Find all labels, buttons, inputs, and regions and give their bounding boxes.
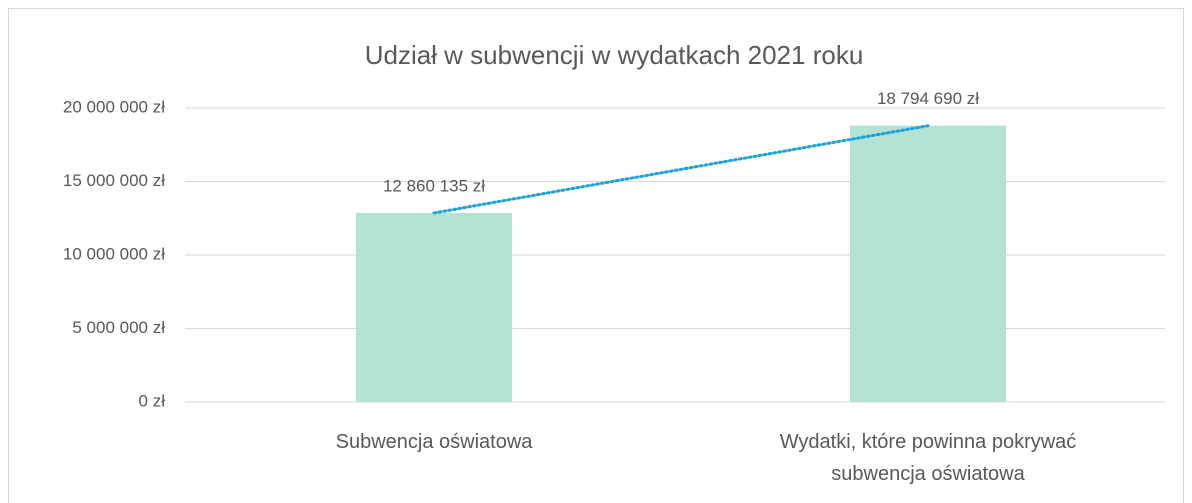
chart-border xyxy=(8,8,1184,503)
trend-line xyxy=(432,124,930,215)
y-tick-label: 0 zł xyxy=(139,391,166,410)
y-tick-label: 5 000 000 zł xyxy=(72,318,165,337)
y-tick-label: 15 000 000 zł xyxy=(63,171,165,190)
data-label: 18 794 690 zł xyxy=(877,89,979,108)
x-tick-label: Wydatki, które powinna pokrywać subwencj… xyxy=(779,431,1077,485)
y-tick-label: 10 000 000 zł xyxy=(63,244,165,263)
data-label: 12 860 135 zł xyxy=(383,176,485,195)
bar xyxy=(850,125,1006,403)
x-tick-label: Subwencja oświatowa xyxy=(335,431,533,453)
bar xyxy=(356,212,512,402)
y-tick-label: 20 000 000 zł xyxy=(63,97,165,116)
chart-title: Udział w subwencji w wydatkach 2021 roku xyxy=(365,40,864,70)
